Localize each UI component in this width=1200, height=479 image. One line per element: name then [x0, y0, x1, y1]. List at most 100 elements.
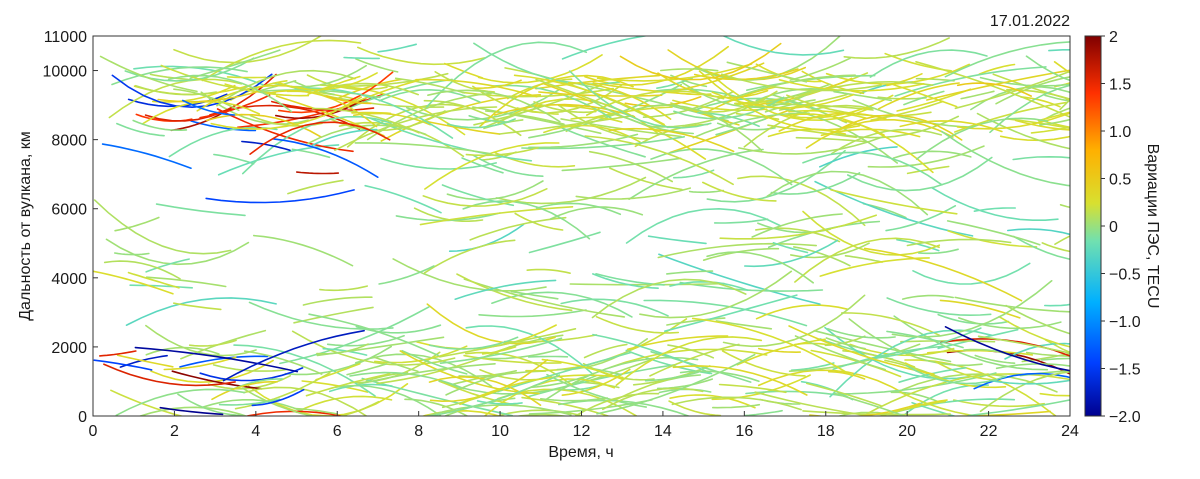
tec-track: [667, 344, 715, 359]
tec-track: [277, 72, 378, 91]
tec-track: [127, 271, 180, 289]
tec-track: [757, 369, 909, 397]
tec-track: [1044, 94, 1070, 102]
tec-track: [1038, 118, 1070, 126]
tec-track: [848, 318, 983, 367]
colorbar-tick-label: −1.5: [1109, 362, 1141, 379]
tec-track: [659, 68, 719, 72]
tec-track: [217, 144, 340, 176]
tec-track: [849, 343, 955, 357]
tec-track: [830, 128, 943, 155]
tec-track: [886, 330, 964, 349]
tec-track: [399, 350, 540, 395]
tec-track: [1039, 119, 1070, 129]
tec-track: [448, 223, 525, 252]
tec-track: [472, 154, 544, 177]
tec-track: [663, 294, 798, 333]
tec-track: [635, 104, 763, 151]
tec-track: [665, 270, 714, 275]
tec-track: [935, 360, 998, 381]
tec-track: [116, 354, 174, 368]
tec-track: [642, 90, 735, 118]
tec-track: [151, 84, 236, 103]
tec-track: [528, 399, 653, 415]
tec-track: [291, 330, 456, 366]
tec-track: [906, 165, 950, 175]
tec-track: [670, 90, 778, 113]
tec-track: [944, 41, 1070, 78]
tec-track: [596, 63, 753, 82]
tec-track: [970, 85, 1070, 111]
tec-track: [794, 335, 887, 371]
tec-track: [789, 94, 894, 119]
tec-track: [145, 324, 257, 357]
tec-track: [588, 150, 674, 183]
tec-track: [833, 392, 907, 416]
tec-track: [561, 36, 650, 60]
x-tick-label: 22: [980, 423, 998, 440]
tec-track: [892, 150, 972, 159]
tec-track: [163, 356, 237, 371]
tec-track: [830, 189, 958, 215]
tec-track: [764, 99, 816, 113]
tec-track: [439, 327, 577, 358]
tec-track: [701, 181, 777, 202]
tec-track: [443, 62, 484, 79]
tec-track: [649, 343, 740, 377]
tec-track: [521, 136, 686, 150]
tec-track: [468, 115, 510, 123]
tec-track: [510, 290, 559, 300]
tec-track: [491, 84, 614, 121]
tec-track: [171, 370, 263, 390]
tec-track: [901, 294, 955, 300]
tec-track: [1037, 111, 1070, 122]
tec-track: [293, 306, 374, 324]
tec-track: [967, 399, 1070, 416]
tec-track: [134, 84, 217, 96]
tec-track: [351, 111, 392, 115]
tec-track: [669, 394, 756, 409]
tec-track: [585, 90, 725, 116]
tec-track: [626, 335, 729, 351]
tec-track: [307, 75, 361, 95]
colorbar-tick-label: 0.5: [1109, 172, 1131, 189]
tec-track: [915, 117, 1049, 160]
tec-track: [201, 398, 305, 413]
tec-track: [1044, 303, 1070, 307]
tec-track: [912, 262, 1031, 285]
tec-track: [937, 313, 1010, 325]
tec-track: [977, 335, 1070, 354]
tec-track: [311, 128, 378, 147]
y-tick-label: 6000: [51, 202, 87, 219]
tec-track: [567, 82, 672, 120]
tec-track: [591, 273, 659, 290]
tec-track: [216, 69, 356, 107]
colorbar-tick-label: 1.0: [1109, 124, 1131, 141]
tec-track: [643, 299, 808, 327]
tec-track: [114, 252, 150, 256]
colorbar-tick-label: −0.5: [1109, 267, 1141, 284]
x-tick-label: 0: [89, 423, 98, 440]
tec-track: [377, 43, 418, 53]
tec-track: [535, 78, 618, 110]
tec-track: [93, 270, 174, 295]
tec-track: [315, 362, 361, 381]
tec-track: [415, 78, 538, 98]
tec-track: [284, 345, 393, 376]
tec-track: [125, 297, 277, 327]
tec-track: [755, 304, 849, 320]
tec-track: [672, 365, 808, 396]
tec-track: [1039, 392, 1070, 397]
tec-track: [173, 36, 323, 64]
colorbar-tick-label: 2: [1109, 29, 1118, 46]
tec-track: [560, 298, 669, 317]
tec-track: [557, 399, 691, 416]
tec-track: [201, 39, 362, 82]
tec-track: [998, 315, 1070, 348]
tec-track: [720, 73, 882, 92]
tec-track: [869, 49, 988, 78]
tec-track: [915, 60, 1070, 118]
colorbar-tick-label: 1.5: [1109, 77, 1131, 94]
tec-track: [105, 238, 250, 266]
tec-track: [722, 294, 866, 348]
